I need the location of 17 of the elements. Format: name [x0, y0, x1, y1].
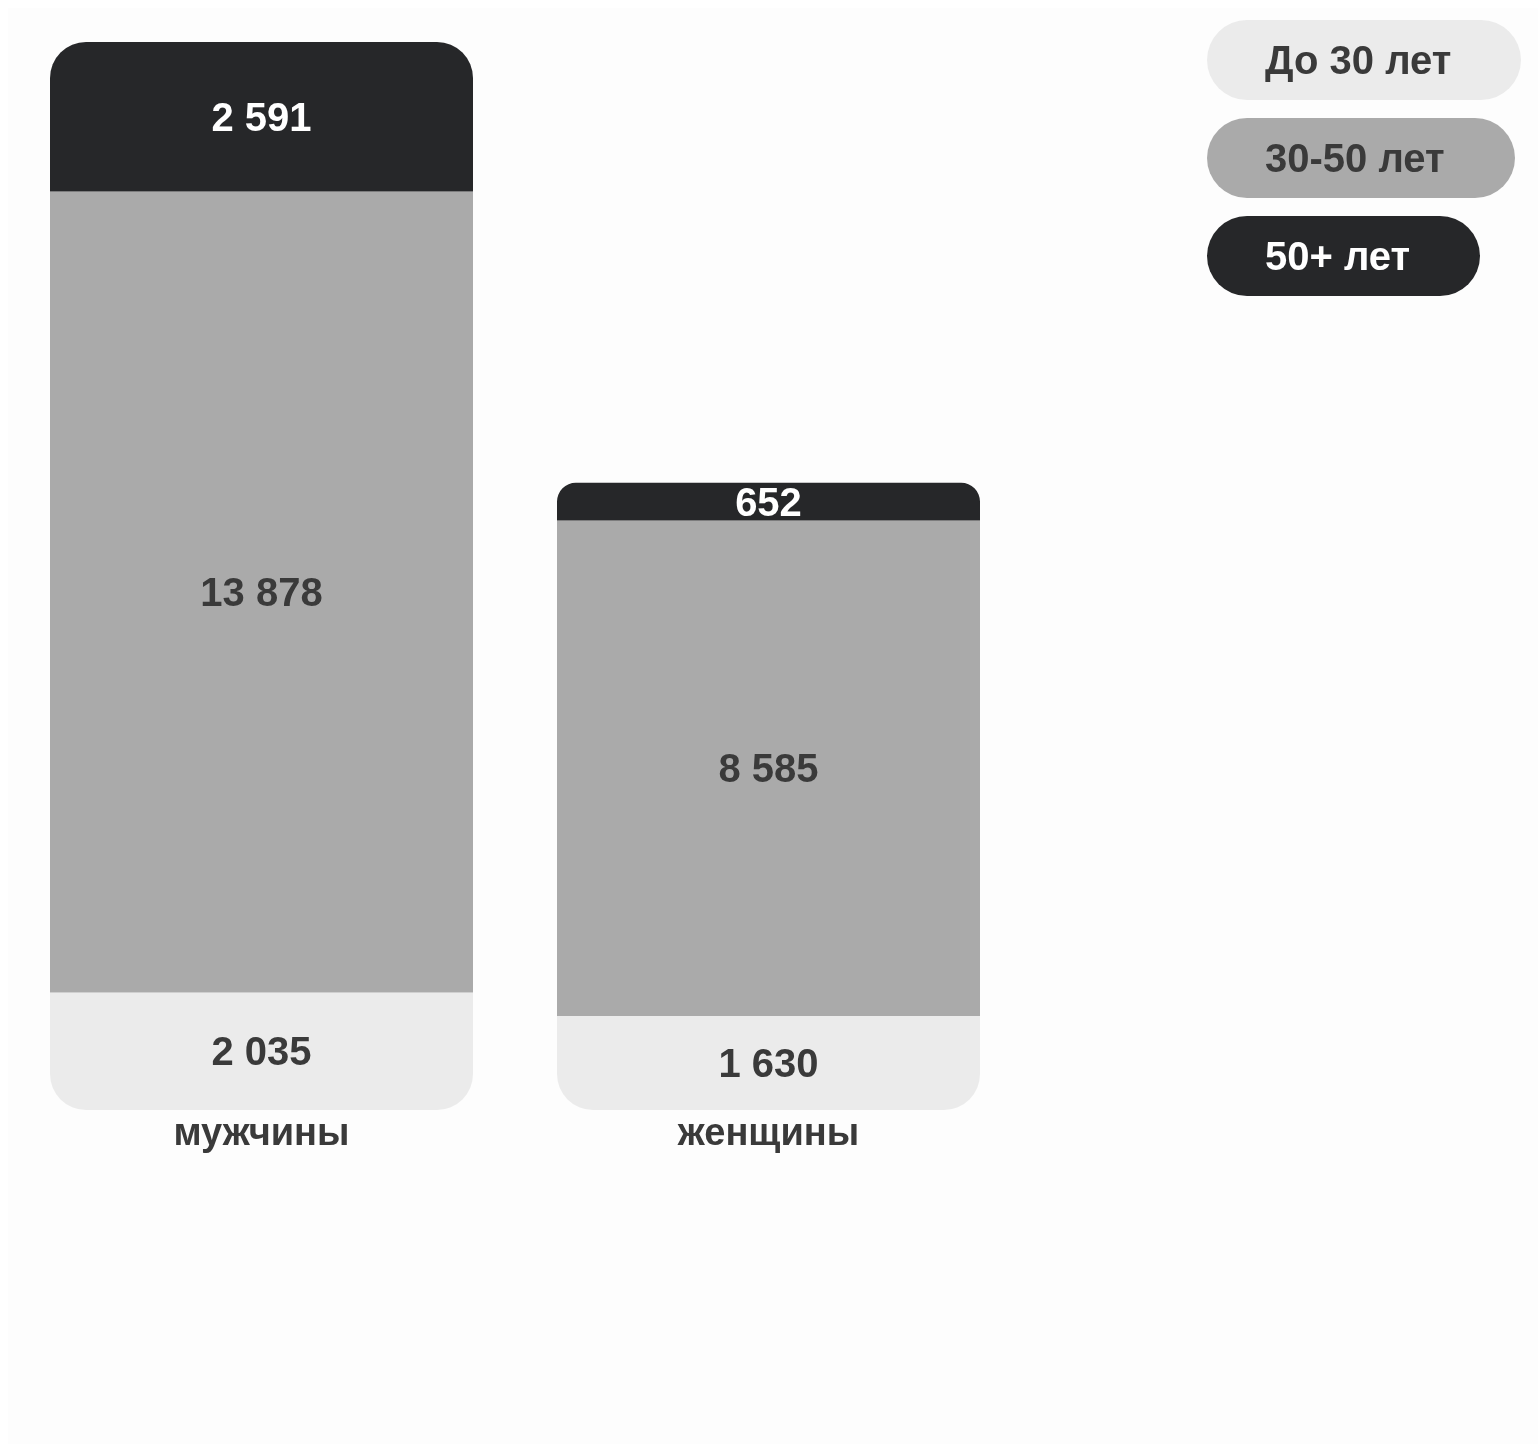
bar — [50, 992, 473, 1110]
bar — [557, 482, 980, 521]
text: До 30 лет — [1207, 20, 1522, 100]
data-label: 2 591 — [211, 94, 312, 139]
x-tick-label: женщины — [676, 1110, 860, 1153]
data-label: 1 630 — [718, 1041, 819, 1086]
text: 30-50 лет — [1207, 118, 1515, 198]
bar — [557, 520, 980, 1016]
bar — [50, 42, 473, 192]
bar — [50, 191, 473, 993]
x-tick-label: мужчины — [173, 1110, 350, 1153]
data-label: 2 035 — [211, 1029, 312, 1074]
data-label: 8 585 — [718, 746, 819, 791]
data-label: 13 878 — [200, 570, 323, 615]
bar — [557, 1015, 980, 1110]
data-label: 652 — [735, 479, 802, 524]
text: 50+ лет — [1207, 216, 1481, 296]
